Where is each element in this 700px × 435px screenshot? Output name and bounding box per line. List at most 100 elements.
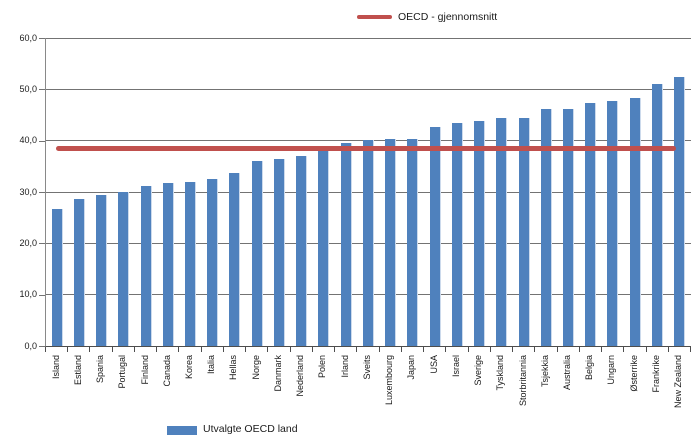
- bar-norge: [251, 160, 263, 346]
- bar-slot: [446, 38, 468, 346]
- bar-tyskland: [496, 117, 508, 346]
- x-tick-mark: [222, 347, 224, 352]
- bar-slot: [291, 38, 313, 346]
- bar-irland: [340, 142, 352, 346]
- x-tick-mark: [311, 347, 313, 352]
- x-tick-mark: [45, 347, 46, 352]
- x-tick-label-island: Island: [50, 355, 61, 380]
- bar-polen: [318, 148, 330, 346]
- bar-sverige: [474, 120, 486, 346]
- bar-new-zealand: [674, 76, 686, 346]
- bar-slot: [246, 38, 268, 346]
- bar-storbritannia: [518, 118, 530, 346]
- bar-korea: [185, 181, 197, 346]
- x-tick-label-finland: Finland: [139, 355, 150, 385]
- x-tick-mark: [334, 347, 336, 352]
- x-tick-mark: [356, 347, 358, 352]
- gridline-60: [46, 38, 691, 39]
- bar-slot: [491, 38, 513, 346]
- y-tick-mark: [39, 243, 45, 245]
- x-tick-mark: [156, 347, 158, 352]
- bar-ungarn: [607, 101, 619, 346]
- y-tick-label: 0,0: [24, 340, 37, 351]
- average-line-swatch: [357, 15, 392, 19]
- x-tick-mark: [89, 347, 91, 352]
- y-tick-label: 10,0: [19, 289, 37, 300]
- x-tick-mark: [489, 347, 491, 352]
- bar-slot: [535, 38, 557, 346]
- bar-slot: [357, 38, 379, 346]
- x-label-slot: Spania: [89, 355, 111, 433]
- bar-italia: [207, 179, 219, 346]
- x-tick-mark: [200, 347, 202, 352]
- bar-frankrike: [651, 84, 663, 346]
- bar-danmark: [273, 158, 285, 346]
- average-line-label: OECD - gjennomsnitt: [398, 11, 498, 23]
- gridline-50: [46, 88, 691, 90]
- x-tick-mark: [267, 347, 269, 352]
- bar-slot: [424, 38, 446, 346]
- bar-slot: [580, 38, 602, 346]
- y-tick-label: 50,0: [19, 83, 37, 94]
- x-tick-mark: [578, 347, 580, 352]
- x-tick-label-portugal: Portugal: [117, 355, 128, 389]
- bar-estland: [73, 199, 85, 346]
- x-tick-label-estland: Estland: [72, 355, 83, 386]
- bar-slot: [468, 38, 490, 346]
- y-tick-label: 60,0: [19, 32, 37, 43]
- bar-tsjekkia: [540, 108, 552, 346]
- y-tick-label: 30,0: [19, 186, 37, 197]
- y-tick-mark: [39, 192, 45, 193]
- x-tick-mark: [534, 347, 536, 352]
- bar-slot: [380, 38, 402, 346]
- bar-slot: [179, 38, 201, 346]
- x-tick-mark: [111, 347, 113, 352]
- bar-slot: [157, 38, 179, 346]
- legend-item-oecd-countries: Utvalgte OECD land: [167, 0, 700, 435]
- bar-slot: [669, 38, 691, 346]
- bar-hellas: [229, 173, 241, 346]
- bar-sveits: [362, 140, 374, 346]
- y-tick-label: 40,0: [19, 135, 37, 146]
- bar-series-swatch: [167, 426, 197, 435]
- bar-slot: [113, 38, 135, 346]
- x-tick-mark: [133, 347, 135, 352]
- legend-item-oecd-average: OECD - gjennomsnitt: [357, 8, 497, 26]
- bar-slot: [513, 38, 535, 346]
- x-tick-mark: [400, 347, 402, 352]
- bar-israel: [451, 123, 463, 346]
- y-tick-mark: [39, 140, 45, 142]
- x-tick-mark: [667, 347, 669, 352]
- bar-slot: [202, 38, 224, 346]
- bar-slot: [224, 38, 246, 346]
- bar-slot: [646, 38, 668, 346]
- x-tick-mark: [289, 347, 291, 352]
- bar-series-label: Utvalgte OECD land: [203, 423, 298, 435]
- x-label-slot: Estland: [67, 355, 89, 433]
- bar-slot: [46, 38, 68, 346]
- bar-slot: [268, 38, 290, 346]
- bar-østerrike: [629, 98, 641, 346]
- plot-area: [45, 38, 691, 347]
- bar-slot: [557, 38, 579, 346]
- bar-slot: [68, 38, 90, 346]
- y-tick-mark: [39, 346, 45, 347]
- x-tick-label-spania: Spania: [95, 355, 106, 384]
- bar-japan: [407, 138, 419, 346]
- bar-slot: [135, 38, 157, 346]
- bar-slot: [335, 38, 357, 346]
- x-tick-mark: [690, 347, 691, 352]
- bar-nederland: [296, 156, 308, 346]
- bar-series: [46, 38, 691, 346]
- x-tick-mark: [445, 347, 447, 352]
- bar-slot: [90, 38, 112, 346]
- x-tick-mark: [645, 347, 647, 352]
- x-tick-mark: [178, 347, 180, 352]
- y-tick-mark: [39, 38, 45, 39]
- bar-australia: [563, 109, 574, 346]
- bar-slot: [313, 38, 335, 346]
- x-tick-mark: [245, 347, 247, 352]
- x-label-slot: Portugal: [112, 355, 134, 433]
- bar-slot: [602, 38, 624, 346]
